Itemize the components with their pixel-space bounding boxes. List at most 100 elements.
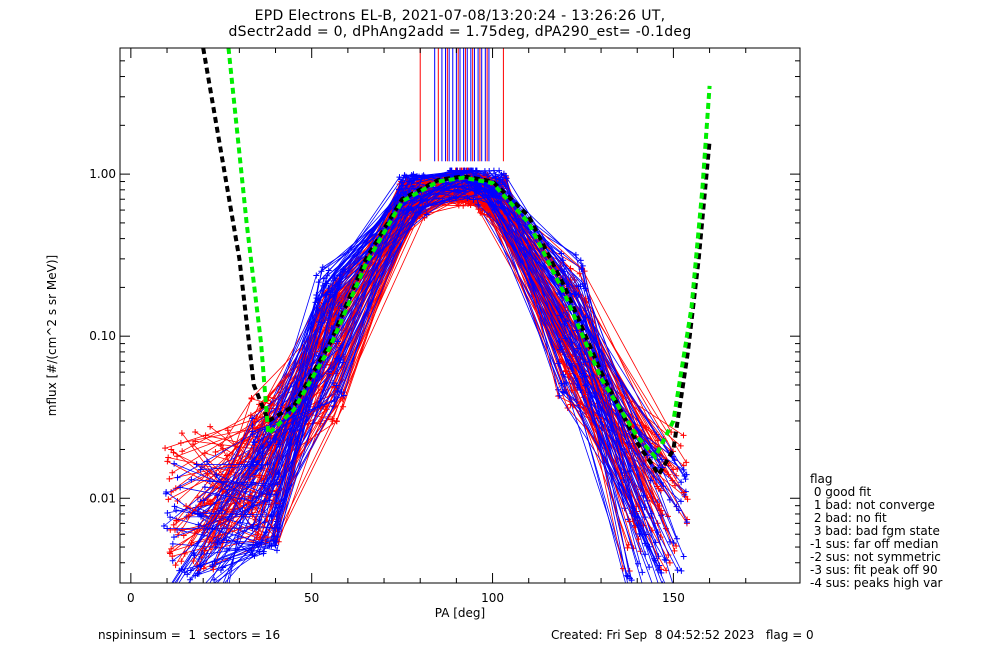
data-point [185, 512, 192, 519]
data-point [172, 526, 178, 533]
data-point [485, 189, 492, 196]
profile-line [199, 190, 666, 566]
data-point [413, 209, 420, 216]
data-point [661, 556, 668, 563]
data-point [337, 344, 344, 351]
data-point [465, 200, 472, 207]
data-point [626, 518, 633, 525]
data-point [683, 519, 690, 526]
legend-item: -3 sus: fit peak off 90 [810, 563, 938, 577]
legend-item: 0 good fit [810, 485, 872, 499]
data-point [423, 211, 430, 218]
data-point [190, 549, 197, 556]
data-point [170, 521, 177, 528]
data-point [211, 558, 218, 565]
data-point [187, 576, 194, 583]
data-point [328, 325, 335, 332]
data-point [260, 550, 267, 557]
legend-item: 2 bad: no fit [810, 511, 887, 525]
profile-line [216, 175, 657, 543]
data-point [582, 314, 589, 321]
data-point [671, 547, 678, 554]
data-point [179, 448, 186, 455]
data-point [335, 281, 342, 288]
data-point [401, 172, 408, 179]
data-point [249, 497, 256, 504]
data-point [178, 558, 185, 565]
data-point [174, 474, 181, 481]
data-point [654, 483, 661, 490]
x-tick-label: 150 [662, 591, 685, 605]
data-point [267, 439, 274, 446]
data-point [677, 442, 684, 449]
data-point [666, 559, 673, 566]
data-point [178, 589, 184, 595]
data-point [177, 439, 184, 446]
data-point [258, 539, 265, 546]
data-point [656, 562, 663, 569]
data-point [249, 415, 256, 422]
data-point [334, 387, 341, 394]
data-point [656, 502, 663, 509]
data-point [654, 529, 661, 536]
data-point [223, 547, 230, 554]
data-point [206, 478, 213, 485]
data-point [177, 484, 184, 491]
data-point [470, 196, 477, 203]
data-point [184, 571, 191, 578]
data-point [673, 472, 680, 479]
data-point [455, 189, 462, 196]
data-point [200, 594, 206, 600]
data-point [556, 392, 563, 399]
data-point [201, 500, 208, 507]
data-point [201, 450, 208, 457]
data-point [197, 513, 204, 520]
data-point [422, 203, 429, 210]
data-point [582, 358, 589, 365]
data-point [221, 593, 227, 599]
data-point [218, 442, 225, 449]
data-point [337, 356, 344, 363]
data-point [334, 355, 341, 362]
data-point [215, 587, 221, 593]
footer-left: nspininsum = 1 sectors = 16 [98, 628, 281, 642]
data-point [257, 465, 264, 472]
data-point [582, 285, 589, 292]
footer-right: Created: Fri Sep 8 04:52:52 2023 flag = … [551, 628, 814, 642]
data-point [623, 584, 629, 590]
data-point [642, 551, 649, 558]
data-point [455, 202, 462, 209]
data-point [471, 187, 478, 194]
data-point [190, 557, 197, 564]
legend-item: 1 bad: not converge [810, 498, 935, 512]
data-point [678, 567, 685, 574]
data-point [674, 465, 681, 472]
data-point [682, 476, 689, 483]
data-point [641, 504, 648, 511]
data-point [183, 503, 190, 510]
data-point [200, 497, 207, 504]
data-point [256, 516, 263, 523]
data-point [162, 445, 169, 452]
data-point [217, 567, 224, 574]
data-point [166, 475, 173, 482]
data-point [171, 503, 178, 510]
data-point [677, 498, 684, 505]
data-point [172, 562, 179, 569]
data-point [197, 502, 204, 509]
data-point [203, 458, 210, 465]
data-point [396, 174, 403, 181]
fit-curves [201, 48, 712, 479]
data-point [251, 439, 258, 446]
y-tick-label: 1.00 [89, 167, 116, 181]
data-point [188, 476, 195, 483]
data-point [161, 595, 167, 601]
data-point [197, 466, 204, 473]
data-point [652, 557, 659, 564]
data-point [275, 473, 282, 480]
data-point [213, 471, 220, 478]
data-point [626, 468, 633, 475]
data-point [266, 542, 273, 549]
x-tick-label: 100 [481, 591, 504, 605]
